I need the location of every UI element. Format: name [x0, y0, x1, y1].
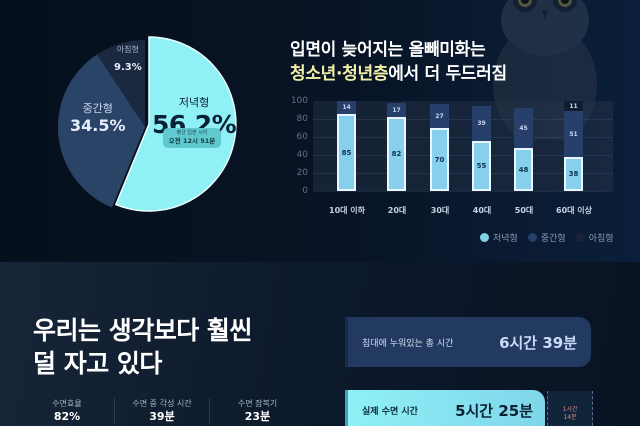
y-tick: 0	[302, 186, 308, 196]
pie-label-mid: 중간형 34.5%	[70, 102, 126, 135]
legend-dot-icon	[527, 233, 537, 242]
legend-dot-icon	[480, 233, 489, 242]
pie-label-morning: 아침형 9.3%	[114, 45, 142, 73]
gridline	[313, 191, 613, 192]
section-title: 우리는 생각보다 훨씬 덜 자고 있다	[33, 316, 252, 378]
bar-60s-plus: 11 51 38	[564, 101, 583, 191]
stat-sleep-efficiency: 수면효율 82%	[20, 398, 115, 424]
y-tick: 100	[290, 96, 308, 106]
x-tick: 60대 이상	[556, 206, 592, 215]
legend-item-mid: 중간형	[527, 231, 566, 244]
age-group-stacked-bar-chart: 100 80 60 40 20 0 14 85 17 82 27 70 39 5…	[280, 96, 630, 221]
avg-sleep-onset-badge: 평균 입면 시각 오전 12시 51분	[163, 128, 221, 148]
pie-slice-mid	[57, 54, 145, 208]
gridline	[313, 155, 613, 156]
x-tick: 40대	[472, 206, 492, 215]
x-tick: 30대	[430, 206, 450, 215]
chart-headline: 입면이 늦어지는 올빼미화는 청소년·청년층에서 더 두드러짐	[290, 40, 507, 84]
x-tick: 50대	[514, 206, 534, 215]
stat-sleep-latency: 수면 잠복기 23분	[237, 399, 278, 423]
x-tick: 20대	[387, 206, 407, 215]
stat-wake-time: 수면 중 각성 시간 39분	[115, 398, 210, 424]
legend-dot-icon	[575, 233, 585, 242]
bar-40s: 39 55	[472, 106, 491, 191]
sleep-type-section: 아침형 9.3% 중간형 34.5% 저녁형 56.2% 평균 입면 시각 오전…	[0, 0, 640, 262]
x-tick: 10대 이하	[329, 206, 365, 215]
y-tick: 40	[296, 150, 308, 160]
plot-area	[313, 101, 613, 191]
pie-slice-morning	[96, 40, 145, 127]
y-tick: 20	[296, 168, 308, 178]
bar-10s: 14 85	[337, 101, 356, 191]
legend-item-night: 저녁형	[480, 231, 518, 244]
y-tick: 60	[296, 132, 308, 142]
time-in-bed-card: 침대에 누워있는 총 시간 6시간 39분	[345, 317, 591, 367]
awake-diff-box: 1시간 14분	[547, 391, 593, 426]
bar-50s: 45 48	[514, 108, 533, 191]
y-tick: 80	[296, 114, 308, 124]
pie-svg	[57, 36, 237, 212]
gridline	[313, 173, 613, 174]
actual-sleep-card: 실제 수면 시간 5시간 25분	[345, 390, 545, 426]
gridline	[313, 137, 613, 138]
chart-legend: 저녁형 중간형 아침형	[480, 231, 614, 244]
gridline	[313, 119, 613, 120]
bar-20s: 17 82	[387, 103, 406, 191]
pie-slice-night	[114, 36, 237, 212]
sleep-type-pie-chart: 아침형 9.3% 중간형 34.5% 저녁형 56.2% 평균 입면 시각 오전…	[30, 30, 260, 230]
legend-item-morning: 아침형	[575, 231, 614, 244]
headline-highlight: 청소년·청년층	[290, 64, 389, 84]
sleep-stats: 수면효율 82% 수면 중 각성 시간 39분 수면 잠복기 23분	[20, 398, 305, 424]
bar-30s: 27 70	[430, 104, 449, 191]
